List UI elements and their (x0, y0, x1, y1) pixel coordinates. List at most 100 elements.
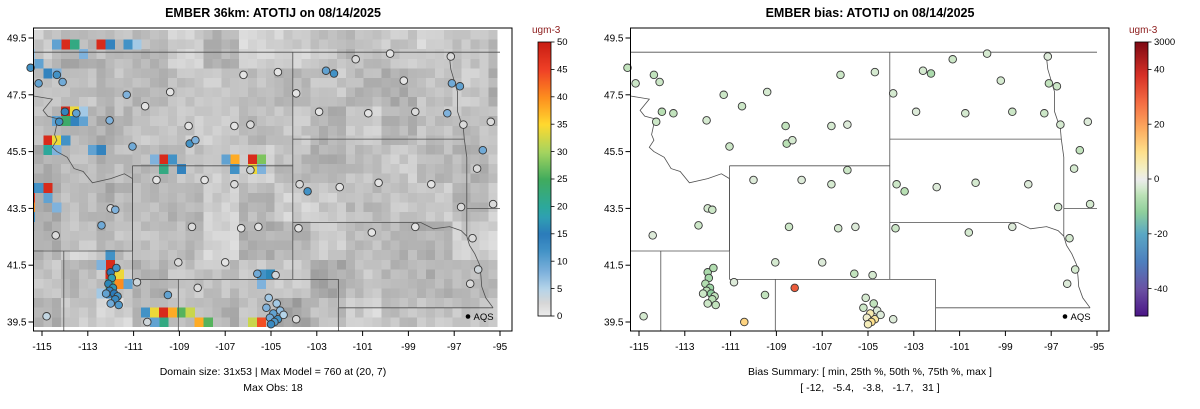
obs-point (58, 77, 67, 87)
obs-point (230, 121, 239, 131)
colorbar-tick-label: 5 (557, 284, 562, 295)
bias-point (669, 109, 678, 118)
obs-point (230, 180, 239, 189)
bias-point (891, 224, 900, 233)
left-aqs-legend: AQS (465, 312, 494, 323)
x-tick-label: -113 (675, 342, 695, 353)
bias-point (749, 175, 758, 185)
x-axis-right: -115 -113 -111 -109 -107 -105 -103 -101 -99 -97 -9… (629, 331, 1105, 353)
obs-point (291, 89, 301, 98)
y-tick-label: 43.5 (604, 204, 624, 215)
bias-point (762, 87, 772, 97)
y-axis-left: 39.5 41.5 43.5 45.5 47.5 49.5 (7, 34, 34, 329)
bias-point (1044, 79, 1054, 88)
x-tick-label: -113 (78, 342, 98, 353)
bias-point (859, 303, 868, 313)
bias-point (1083, 117, 1093, 127)
obs-point (478, 145, 488, 155)
x-tick-label: -99 (998, 342, 1013, 353)
obs-point (105, 116, 114, 125)
obs-point (97, 221, 106, 230)
colorbar-tick-label: 50 (557, 37, 568, 48)
obs-point (455, 82, 465, 91)
bias-point (719, 90, 728, 100)
left-caption-line1: Domain size: 31x53 | Max Model = 760 at … (159, 366, 387, 378)
left-hotspot-cells (33, 39, 276, 328)
obs-point (472, 164, 482, 173)
x-tick-label: -95 (1090, 342, 1105, 353)
bias-point (892, 180, 901, 189)
bias-point (971, 178, 980, 188)
bias-point (737, 101, 747, 111)
bias-point (623, 63, 632, 73)
obs-point (152, 175, 161, 185)
obs-point (101, 289, 111, 298)
obs-point (112, 263, 121, 273)
obs-point (447, 79, 457, 88)
obs-point (262, 303, 271, 313)
obs-point (184, 121, 193, 131)
colorbar-tick-label: 0 (1154, 174, 1159, 185)
bias-point (868, 270, 877, 280)
obs-point (132, 277, 142, 287)
obs-point (294, 224, 303, 233)
colorbar-tick-label: 20 (557, 202, 568, 213)
x-tick-label: -109 (169, 342, 189, 353)
obs-point (34, 79, 43, 88)
y-tick-label: 45.5 (604, 147, 624, 158)
obs-point (351, 55, 360, 64)
aqs-dot-icon (1062, 314, 1068, 319)
bias-point (1043, 52, 1053, 61)
obs-point (26, 63, 35, 73)
bias-point (725, 142, 734, 151)
bias-point (833, 224, 843, 233)
obs-point (246, 120, 255, 129)
bias-point (1008, 107, 1017, 117)
bias-point (784, 222, 794, 232)
obs-point (52, 70, 62, 80)
obs-point (165, 87, 175, 97)
bias-point (729, 277, 739, 287)
obs-point (272, 299, 281, 308)
bias-point (964, 228, 974, 237)
obs-point (128, 142, 137, 151)
bias-point (1070, 265, 1080, 274)
y-tick-label: 47.5 (604, 90, 624, 101)
bias-point (827, 180, 836, 189)
colorbar-tick-label: -40 (1154, 284, 1168, 295)
obs-point (271, 270, 280, 280)
plot-box-right (630, 27, 1110, 332)
obs-point (367, 228, 377, 237)
bias-point (869, 299, 878, 308)
bias-point (843, 120, 852, 129)
x-tick-label: -105 (261, 342, 281, 353)
obs-point (239, 70, 248, 80)
bias-point (655, 77, 664, 87)
obs-point (446, 52, 456, 61)
colorbar-tick-label: 40 (557, 92, 568, 103)
state-borders-right (630, 51, 1097, 331)
bias-point (1069, 164, 1079, 173)
obs-point (140, 101, 150, 111)
colorbar-top-label: 3000 (1154, 37, 1175, 48)
obs-point (174, 258, 183, 267)
x-tick-label: -103 (307, 342, 327, 353)
x-tick-label: -107 (812, 342, 832, 353)
bias-point (711, 300, 720, 310)
right-chart-title: EMBER bias: ATOTIJ on 08/14/2025 (765, 6, 975, 20)
obs-point (427, 180, 436, 189)
colorbar-tick-label: 0 (557, 311, 562, 322)
obs-point (220, 258, 230, 267)
obs-point (443, 109, 452, 118)
bias-point (781, 121, 790, 131)
bias-point (861, 293, 870, 303)
y-tick-label: 45.5 (7, 147, 27, 158)
bias-point (639, 312, 648, 321)
obs-point (122, 90, 131, 100)
obs-point (266, 320, 276, 329)
left-chart-title: EMBER 36km: ATOTIJ on 08/14/2025 (165, 6, 381, 20)
bias-point (1053, 202, 1063, 212)
bias-point (843, 165, 852, 175)
obs-point (114, 300, 123, 310)
obs-point (488, 199, 498, 209)
